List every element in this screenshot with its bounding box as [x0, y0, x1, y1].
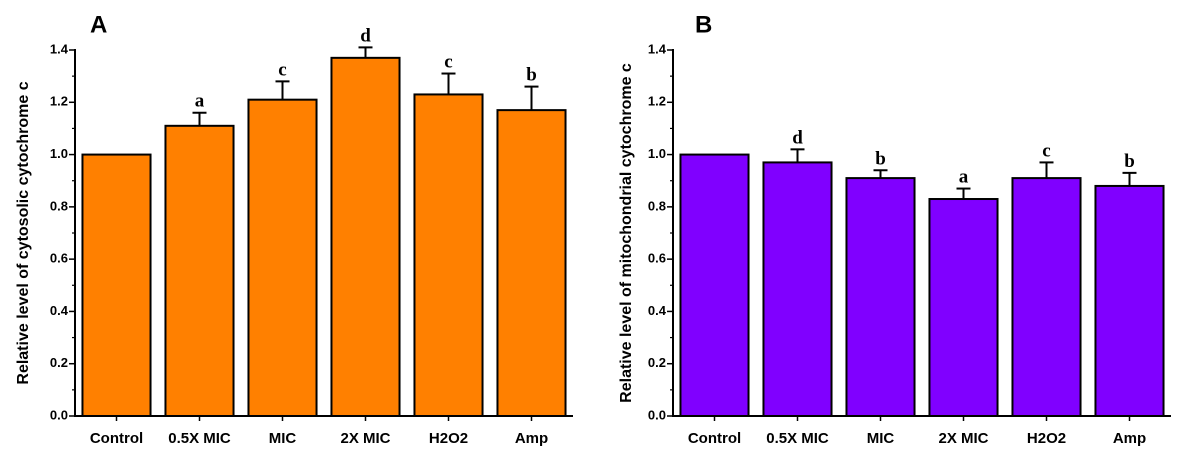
significance-label: b	[1124, 151, 1135, 172]
significance-label: b	[875, 148, 886, 169]
category-label: 2X MIC	[938, 430, 988, 447]
y-tick-label: 0.4	[648, 303, 667, 318]
y-tick-label: 1.4	[50, 41, 69, 56]
category-label: Amp	[1113, 430, 1146, 447]
significance-label: a	[959, 167, 969, 188]
y-tick-label: 0.8	[648, 198, 666, 213]
y-tick-label: 0.6	[50, 251, 68, 266]
category-label: 0.5X MIC	[766, 430, 829, 447]
category-label: Amp	[515, 430, 548, 447]
bar	[762, 161, 833, 417]
significance-label: d	[360, 25, 371, 46]
y-axis-label: Relative level of mitochondrial cytochro…	[618, 63, 635, 403]
significance-label: c	[1042, 140, 1050, 161]
panel-a: A Relative level of cytosolic cytochrome …	[15, 11, 573, 447]
category-label: H2O2	[1027, 430, 1066, 447]
y-tick-label: 0.0	[50, 407, 68, 422]
y-tick-label: 1.2	[50, 94, 68, 109]
bar	[164, 124, 235, 417]
panel-letter: A	[90, 11, 107, 38]
category-label: MIC	[867, 430, 895, 447]
y-tick-label: 1.2	[648, 94, 666, 109]
bar	[247, 98, 318, 418]
category-label: 0.5X MIC	[168, 430, 231, 447]
y-tick-label: 1.0	[648, 146, 666, 161]
bar	[845, 177, 916, 417]
bar	[330, 56, 401, 417]
bar	[413, 93, 484, 417]
y-tick-label: 0.4	[50, 303, 69, 318]
bar	[81, 153, 152, 417]
category-label: 2X MIC	[340, 430, 390, 447]
bar	[679, 153, 750, 417]
category-label: Control	[90, 430, 143, 447]
y-tick-label: 1.0	[50, 146, 68, 161]
significance-label: b	[526, 65, 537, 86]
y-tick-label: 0.2	[50, 355, 68, 370]
bar	[496, 109, 567, 417]
y-tick-label: 0.6	[648, 251, 666, 266]
y-axis-label: Relative level of cytosolic cytochrome c	[15, 81, 32, 384]
significance-label: c	[444, 52, 452, 73]
y-tick-label: 0.2	[648, 355, 666, 370]
significance-label: d	[792, 127, 803, 148]
bar	[1011, 177, 1082, 417]
bar	[928, 198, 999, 417]
category-label: H2O2	[429, 430, 468, 447]
category-label: MIC	[269, 430, 297, 447]
y-tick-label: 1.4	[648, 41, 667, 56]
panel-letter: B	[695, 11, 712, 38]
significance-label: a	[195, 91, 205, 112]
y-tick-label: 0.0	[648, 407, 666, 422]
bar	[1094, 184, 1165, 417]
category-label: Control	[688, 430, 741, 447]
panel-b: B Relative level of mitochondrial cytochr…	[618, 11, 1171, 447]
y-tick-label: 0.8	[50, 198, 68, 213]
significance-label: c	[278, 59, 286, 80]
